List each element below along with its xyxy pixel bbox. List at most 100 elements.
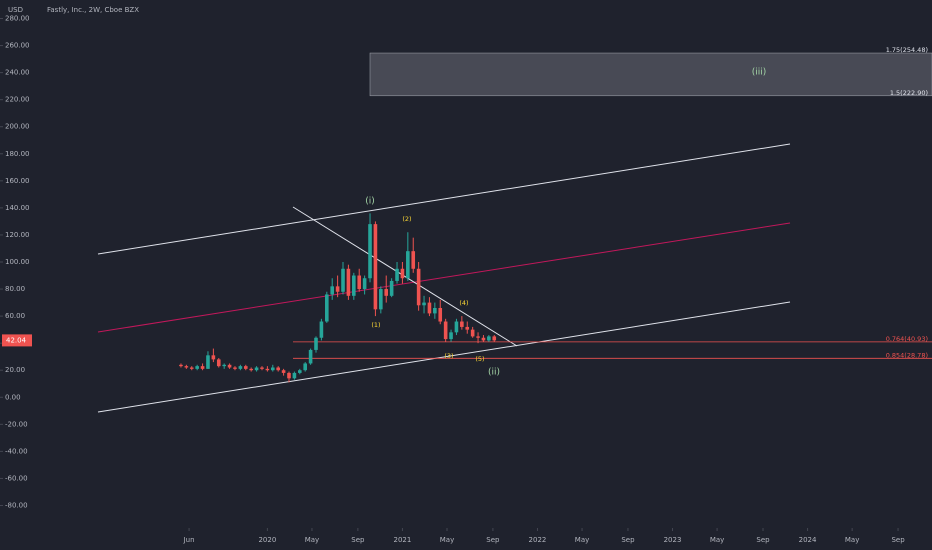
candle-body	[270, 367, 275, 371]
candle-body	[200, 366, 205, 369]
x-tick-label: 2022	[529, 536, 547, 544]
x-tick-label: May	[440, 536, 454, 544]
candle-body	[314, 337, 318, 350]
wave-label: (5)	[475, 355, 484, 363]
y-tick-label: 180.00	[5, 150, 30, 158]
y-tick-label: 80.00	[5, 285, 25, 293]
candle-body	[400, 268, 405, 279]
candle-body	[265, 368, 270, 371]
y-tick-label: -60.00	[5, 474, 28, 482]
candle-body	[308, 349, 313, 364]
x-tick-label: May	[845, 536, 859, 544]
chart-title: Fastly, Inc., 2W, Cboe BZX	[47, 6, 139, 14]
wave-label: (3)	[444, 352, 453, 360]
last-price-label: 42.04	[6, 336, 27, 344]
x-tick-label: Sep	[351, 536, 365, 544]
y-tick-label: 220.00	[5, 96, 30, 104]
candle-body	[389, 280, 394, 296]
x-tick-label: May	[575, 536, 589, 544]
wave-label: (iii)	[752, 68, 767, 78]
wave-label: (4)	[459, 299, 468, 307]
x-tick-label: Sep	[756, 536, 770, 544]
candle-body	[195, 366, 199, 369]
candle-body	[281, 370, 286, 373]
x-tick-label: 2023	[664, 536, 682, 544]
candle-body	[189, 367, 194, 369]
candle-body	[406, 251, 410, 279]
candle-body	[362, 278, 367, 290]
channel-lower	[97, 301, 791, 413]
fib-extension-box	[369, 52, 932, 97]
y-axis-label: USD	[8, 6, 23, 14]
channel-upper	[97, 143, 791, 255]
candle-body	[487, 336, 491, 341]
candle-body	[319, 321, 324, 338]
candle-body	[303, 363, 307, 371]
candle-body	[422, 302, 426, 306]
y-tick-label: 280.00	[5, 15, 30, 23]
candle-body	[395, 268, 399, 281]
x-tick-label: Sep	[486, 536, 500, 544]
candle-body	[443, 321, 448, 340]
candle-body	[352, 275, 356, 296]
y-tick-label: 260.00	[5, 42, 30, 50]
trend-line	[292, 206, 518, 347]
y-tick-label: 120.00	[5, 231, 30, 239]
candle-body	[292, 372, 297, 379]
candle-body	[243, 366, 248, 369]
wave-label: (1)	[371, 321, 380, 329]
y-tick-label: -20.00	[5, 420, 28, 428]
x-tick-label: 2020	[258, 536, 276, 544]
wave-label: (ii)	[488, 368, 500, 378]
candle-body	[216, 359, 221, 367]
candle-body	[335, 286, 340, 292]
y-tick-label: -40.00	[5, 447, 28, 455]
y-tick-label: 200.00	[5, 123, 30, 131]
y-tick-label: -80.00	[5, 501, 28, 509]
candle-body	[249, 368, 253, 371]
candle-body	[222, 364, 226, 367]
candle-body	[481, 337, 486, 341]
candle-body	[460, 321, 464, 327]
channel-middle	[97, 222, 791, 333]
candle-body	[438, 307, 443, 322]
x-tick-label: Sep	[621, 536, 635, 544]
fib-label: 0.854(28.78)	[886, 351, 928, 359]
candle-body	[411, 251, 416, 269]
fib-label: 1.75(254.48)	[886, 46, 928, 54]
x-tick-label: Sep	[891, 536, 905, 544]
last-price-tag	[2, 334, 32, 347]
x-tick-label: May	[710, 536, 724, 544]
candle-body	[470, 329, 475, 337]
y-tick-label: 60.00	[5, 312, 25, 320]
y-tick-label: 100.00	[5, 258, 30, 266]
candle-body	[206, 355, 210, 369]
y-tick-label: 20.00	[5, 366, 25, 374]
candle-body	[433, 307, 437, 314]
y-tick-label: 160.00	[5, 177, 30, 185]
candle-body	[227, 364, 232, 368]
candle-body	[254, 367, 259, 371]
candle-body	[184, 366, 189, 368]
candle-body	[276, 367, 280, 371]
candle-body	[384, 289, 389, 296]
candle-body	[341, 268, 345, 292]
candle-body	[465, 326, 470, 330]
fib-label: 1.5(222.90)	[890, 89, 928, 97]
x-tick-label: Jun	[183, 536, 195, 544]
candle-body	[373, 224, 378, 310]
candle-body	[449, 332, 453, 340]
y-tick-label: 240.00	[5, 69, 30, 77]
candle-body	[416, 268, 421, 306]
candle-body	[379, 289, 383, 310]
candle-body	[260, 367, 264, 369]
x-tick-label: 2024	[799, 536, 817, 544]
x-tick-label: 2021	[394, 536, 412, 544]
candle-body	[346, 268, 351, 296]
candle-body	[357, 275, 362, 290]
candle-body	[368, 224, 372, 279]
candle-body	[233, 367, 237, 369]
candle-body	[454, 321, 459, 333]
